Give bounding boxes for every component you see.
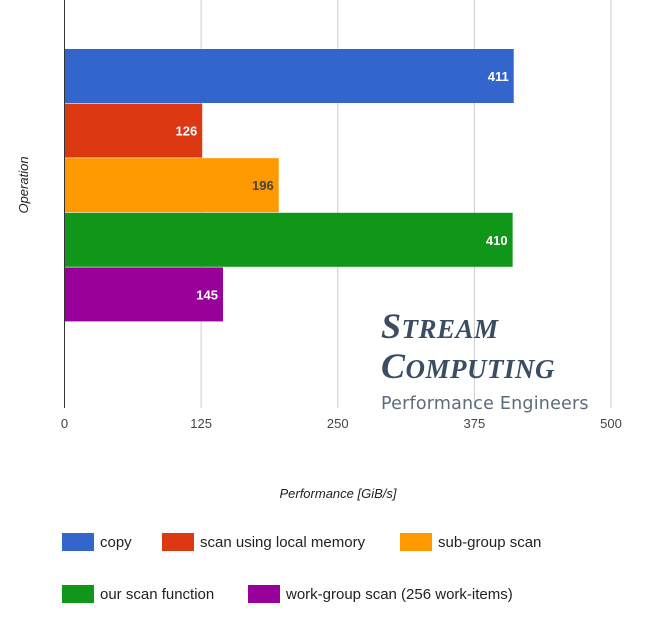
bar-sub-group-scan bbox=[64, 158, 279, 213]
bars: 411 126 196 410 145 bbox=[64, 49, 514, 322]
bar-work-group-scan-256-work-items bbox=[64, 267, 223, 322]
legend-item: work-group scan (256 work-items) bbox=[248, 585, 513, 603]
y-axis-title: Operation bbox=[16, 156, 31, 213]
legend-item: our scan function bbox=[62, 585, 214, 603]
logo-tagline: Performance Engineers bbox=[381, 394, 589, 414]
legend-label: sub-group scan bbox=[438, 533, 542, 551]
bar-value-label: 196 bbox=[252, 178, 274, 193]
bar-value-label: 411 bbox=[488, 69, 509, 84]
x-tick-labels: 0 125 250 375 500 bbox=[61, 416, 622, 431]
bar-value-label: 410 bbox=[486, 233, 508, 248]
legend-item: sub-group scan bbox=[400, 533, 541, 551]
bar-scan-using-local-memory bbox=[64, 103, 203, 158]
legend-label: our scan function bbox=[100, 585, 215, 603]
legend-swatch bbox=[162, 533, 194, 551]
x-tick-label: 500 bbox=[600, 416, 622, 431]
legend-swatch bbox=[62, 533, 94, 551]
bar-value-label: 145 bbox=[196, 287, 218, 302]
x-tick-label: 0 bbox=[61, 416, 68, 431]
legend-swatch bbox=[62, 585, 94, 603]
x-axis-title: Performance [GiB/s] bbox=[279, 486, 396, 501]
legend-item: scan using local memory bbox=[162, 533, 365, 551]
x-tick-label: 375 bbox=[464, 416, 486, 431]
x-tick-label: 250 bbox=[327, 416, 349, 431]
bar-our-scan-function bbox=[64, 212, 513, 267]
logo-line-computing: COMPUTING bbox=[381, 346, 556, 386]
x-tick-label: 125 bbox=[190, 416, 212, 431]
legend-label: work-group scan (256 work-items) bbox=[286, 585, 513, 603]
legend-label: copy bbox=[100, 533, 132, 551]
legend-label: scan using local memory bbox=[200, 533, 366, 551]
legend-swatch bbox=[248, 585, 280, 603]
stream-computing-logo: STREAM COMPUTING Performance Engineers bbox=[381, 306, 621, 414]
bar-value-label: 126 bbox=[176, 124, 198, 139]
legend-swatch bbox=[400, 533, 432, 551]
legend-item: copy bbox=[62, 533, 132, 551]
bar-copy bbox=[64, 49, 514, 103]
logo-line-stream: STREAM bbox=[381, 306, 499, 346]
